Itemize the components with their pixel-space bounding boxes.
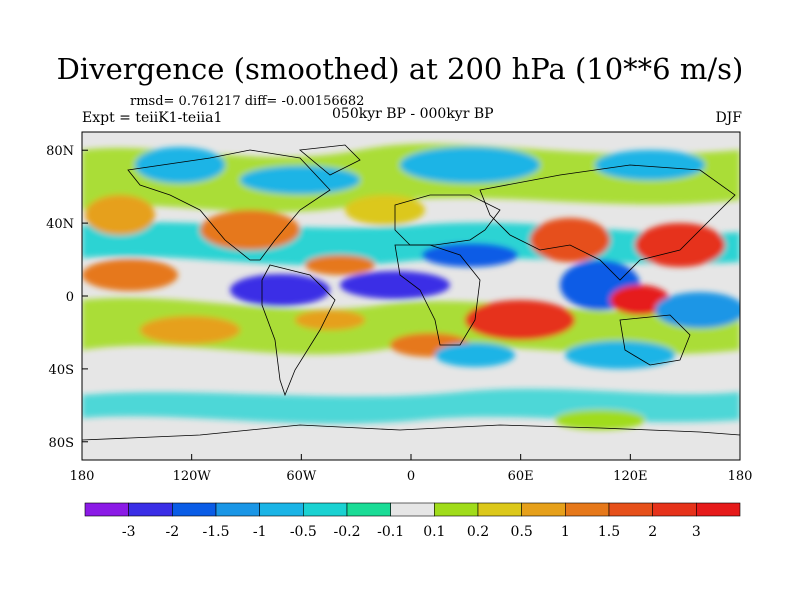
colorbar-swatch	[565, 502, 610, 517]
colorbar-swatch	[303, 502, 348, 517]
asia-outline	[479, 164, 736, 281]
colorbar-swatch	[477, 502, 522, 517]
colorbar-swatch	[521, 502, 566, 517]
y-tick-label: 80N	[46, 144, 74, 159]
contour-fill-layer	[82, 143, 740, 441]
x-tick-label: 180	[728, 469, 753, 484]
y-tick-label: 80S	[49, 436, 74, 451]
colorbar-swatch	[652, 502, 697, 517]
experiment-label: Expt = teiiK1-teiia1	[82, 110, 223, 126]
x-tick-label: 180	[70, 469, 95, 484]
colorbar-label: 3	[692, 524, 701, 540]
east-asia-positive	[635, 223, 725, 267]
antarctica-outline	[82, 424, 740, 441]
colorbar-label: 2	[648, 524, 657, 540]
colorbar-swatch	[434, 502, 479, 517]
colorbar-label: -0.2	[334, 524, 361, 540]
colorbar-swatch	[215, 502, 260, 517]
pacific-positive-1	[85, 195, 155, 235]
x-tick-label: 120E	[613, 469, 647, 484]
colorbar-swatch	[128, 502, 173, 517]
south-america-negative	[230, 274, 330, 306]
y-axis: 80N 40N 0 40S 80S	[46, 144, 88, 451]
x-tick-label: 60W	[286, 469, 317, 484]
stats-line: rmsd= 0.761217 diff= -0.00156682	[130, 94, 365, 109]
north-pacific-negative	[135, 147, 225, 183]
north-america-positive	[200, 210, 300, 250]
south-pacific-positive	[140, 316, 240, 344]
period-label: 050kyr BP - 000kyr BP	[332, 106, 494, 122]
south-africa-negative	[435, 343, 515, 367]
colorbar-swatch	[390, 502, 435, 517]
y-tick-label: 0	[66, 290, 74, 305]
siberia-negative	[595, 150, 705, 180]
north-america-outline	[127, 149, 331, 261]
australia-negative	[565, 341, 675, 369]
colorbar-label: -0.1	[377, 524, 404, 540]
x-tick-label: 0	[407, 469, 415, 484]
colorbar-label: -1	[253, 524, 267, 540]
colorbar-swatch	[172, 502, 217, 517]
south-america-outline	[261, 264, 336, 397]
atlantic-tropical-positive	[305, 255, 375, 275]
colorbar-label: 0.5	[511, 524, 533, 540]
colorbar-label: -1.5	[203, 524, 230, 540]
colorbar-swatch	[84, 502, 129, 517]
y-tick-label: 40N	[46, 217, 74, 232]
x-tick-label: 120W	[173, 469, 212, 484]
south-atlantic-positive	[295, 310, 365, 330]
australia-outline	[619, 314, 691, 366]
x-axis: 180 120W 60W 0 60E 120E 180	[70, 454, 753, 484]
indian-ocean-positive	[465, 300, 575, 340]
colorbar-label: 1.5	[598, 524, 620, 540]
arabia-positive	[530, 218, 610, 262]
coastlines	[82, 144, 740, 441]
colorbar-label: 0.2	[467, 524, 489, 540]
colorbar: -3 -2 -1.5 -1 -0.5 -0.2 -0.1 0.1 0.2 0.5 1 1.5 2 3	[84, 502, 741, 540]
west-pacific-negative	[655, 292, 740, 328]
colorbar-swatch	[608, 502, 653, 517]
colorbar-swatch	[696, 502, 741, 517]
europe-outline	[394, 194, 501, 246]
colorbar-label: 0.1	[423, 524, 445, 540]
positive-band-north	[82, 143, 740, 213]
antarctic-positive	[555, 410, 645, 430]
colorbar-label: 1	[561, 524, 570, 540]
eurasia-negative	[400, 147, 540, 183]
colorbar-label: -0.5	[290, 524, 317, 540]
colorbar-label: -2	[166, 524, 180, 540]
positive-band-southern	[82, 297, 740, 355]
colorbar-swatch	[346, 502, 391, 517]
map-title: Divergence (smoothed) at 200 hPa (10**6 …	[56, 52, 744, 86]
maritime-continent-positive	[610, 285, 670, 315]
colorbar-label: -3	[122, 524, 136, 540]
central-pacific-positive	[82, 259, 178, 291]
season-label: DJF	[715, 110, 742, 126]
x-tick-label: 60E	[508, 469, 534, 484]
greenland-outline	[299, 144, 361, 176]
y-tick-label: 40S	[49, 363, 74, 378]
north-america-negative	[240, 166, 360, 194]
africa-outline	[394, 244, 481, 346]
colorbar-swatch	[259, 502, 304, 517]
sahel-negative	[422, 243, 518, 267]
equatorial-atlantic-negative	[340, 271, 450, 299]
